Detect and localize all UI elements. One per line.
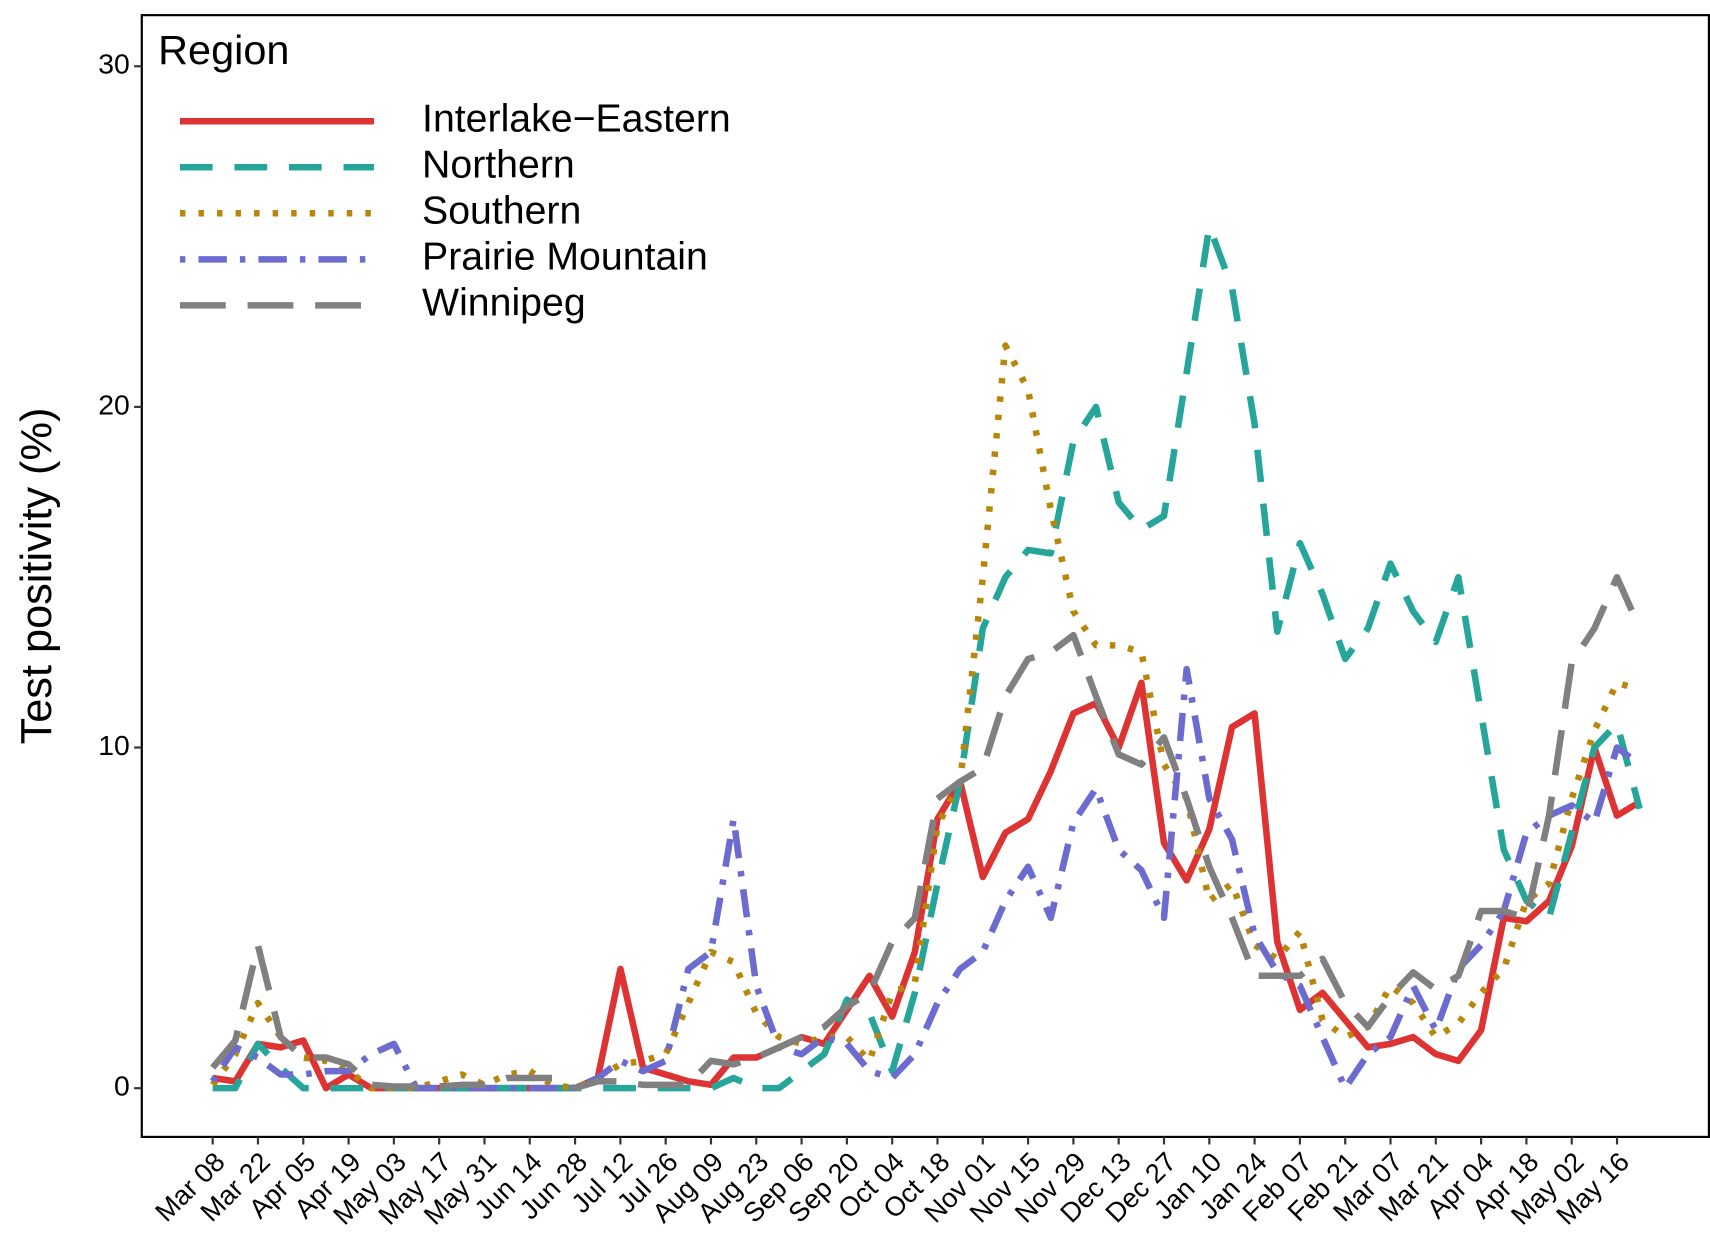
series-line bbox=[209, 665, 1642, 1092]
series-line bbox=[210, 342, 1641, 1092]
legend-label: Southern bbox=[422, 190, 581, 233]
legend-label: Winnipeg bbox=[422, 282, 586, 325]
series-line bbox=[212, 223, 1643, 1092]
y-tick-label: 20 bbox=[98, 388, 130, 420]
y-axis-title: Test positivity (%) bbox=[13, 408, 61, 745]
y-tick-label: 30 bbox=[98, 48, 130, 80]
plot-border bbox=[140, 14, 1710, 1138]
legend-label: Interlake−Eastern bbox=[422, 98, 731, 141]
legend-label: Northern bbox=[422, 144, 575, 187]
y-tick-label: 0 bbox=[114, 1070, 130, 1102]
legend-title: Region bbox=[158, 27, 289, 73]
y-tick-label: 10 bbox=[98, 729, 130, 761]
series-line bbox=[210, 573, 1643, 1092]
legend-label: Prairie Mountain bbox=[422, 236, 708, 279]
